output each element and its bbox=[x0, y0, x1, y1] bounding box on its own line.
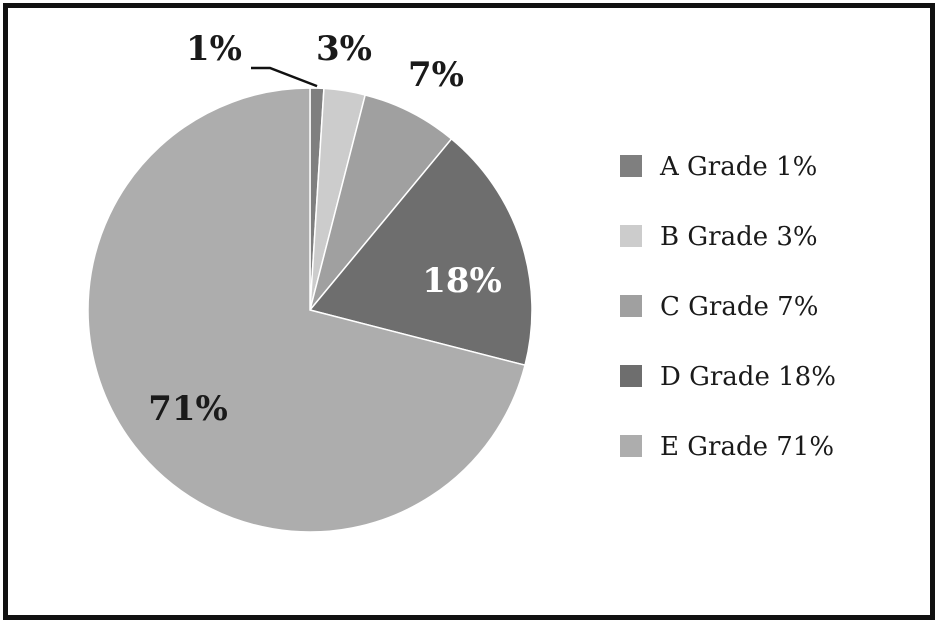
slice-labels: 1% 3% 7% 18% 71% bbox=[148, 29, 502, 429]
legend-label-d: D Grade 18% bbox=[660, 362, 836, 392]
legend-swatch-c bbox=[620, 295, 642, 317]
legend-label-c: C Grade 7% bbox=[660, 292, 818, 322]
pie-slice-e bbox=[87, 87, 526, 533]
slice-label-d: 18% bbox=[422, 261, 502, 301]
legend: A Grade 1% B Grade 3% C Grade 7% D Grade 18… bbox=[620, 152, 836, 462]
legend-label-e: E Grade 71% bbox=[660, 432, 834, 462]
legend-swatch-e bbox=[620, 435, 642, 457]
legend-label-a: A Grade 1% bbox=[659, 152, 817, 182]
slice-label-c: 7% bbox=[408, 55, 464, 95]
pie-slices bbox=[87, 87, 533, 533]
slice-label-a: 1% bbox=[186, 29, 242, 69]
chart-frame: 1% 3% 7% 18% 71% A Grade 1% B Grade 3% C Grade… bbox=[3, 3, 935, 620]
slice-label-b: 3% bbox=[316, 29, 372, 69]
pie-chart: 1% 3% 7% 18% 71% A Grade 1% B Grade 3% C Grade… bbox=[87, 29, 836, 533]
legend-swatch-b bbox=[620, 225, 642, 247]
legend-label-b: B Grade 3% bbox=[660, 222, 818, 252]
legend-swatch-a bbox=[620, 155, 642, 177]
slice-label-e: 71% bbox=[148, 389, 228, 429]
pie-slice-d bbox=[308, 137, 533, 367]
legend-swatch-d bbox=[620, 365, 642, 387]
leader-line bbox=[251, 66, 318, 88]
